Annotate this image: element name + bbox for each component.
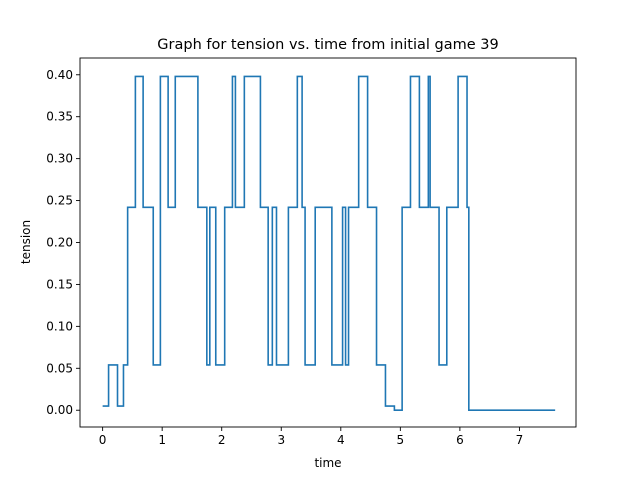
x-tick-label: 5 — [397, 433, 405, 447]
y-tick-label: 0.00 — [46, 403, 73, 417]
chart-title: Graph for tension vs. time from initial … — [157, 37, 498, 53]
plot-area: 0 1 2 3 4 5 6 7 0.00 0.05 0.10 0.15 0.20 0.25 0.30 0.35… — [46, 57, 577, 447]
y-tick-label: 0.25 — [46, 194, 73, 208]
y-tick-label: 0.40 — [46, 68, 73, 82]
x-tick-label: 1 — [158, 433, 166, 447]
y-tick-label: 0.05 — [46, 361, 73, 375]
y-tick-label: 0.20 — [46, 236, 73, 250]
x-tick-label: 3 — [277, 433, 285, 447]
y-axis-label: tension — [19, 220, 33, 264]
x-tick-label: 6 — [456, 433, 464, 447]
x-tick-label: 7 — [516, 433, 524, 447]
x-axis-label: time — [314, 456, 341, 470]
y-tick-label: 0.10 — [46, 319, 73, 333]
y-tick-label: 0.35 — [46, 110, 73, 124]
y-tick-label: 0.30 — [46, 152, 73, 166]
y-tick-label: 0.15 — [46, 277, 73, 291]
x-tick-label: 0 — [99, 433, 107, 447]
series-line-0 — [102, 75, 556, 412]
x-tick-label: 4 — [337, 433, 345, 447]
x-tick-label: 2 — [218, 433, 226, 447]
